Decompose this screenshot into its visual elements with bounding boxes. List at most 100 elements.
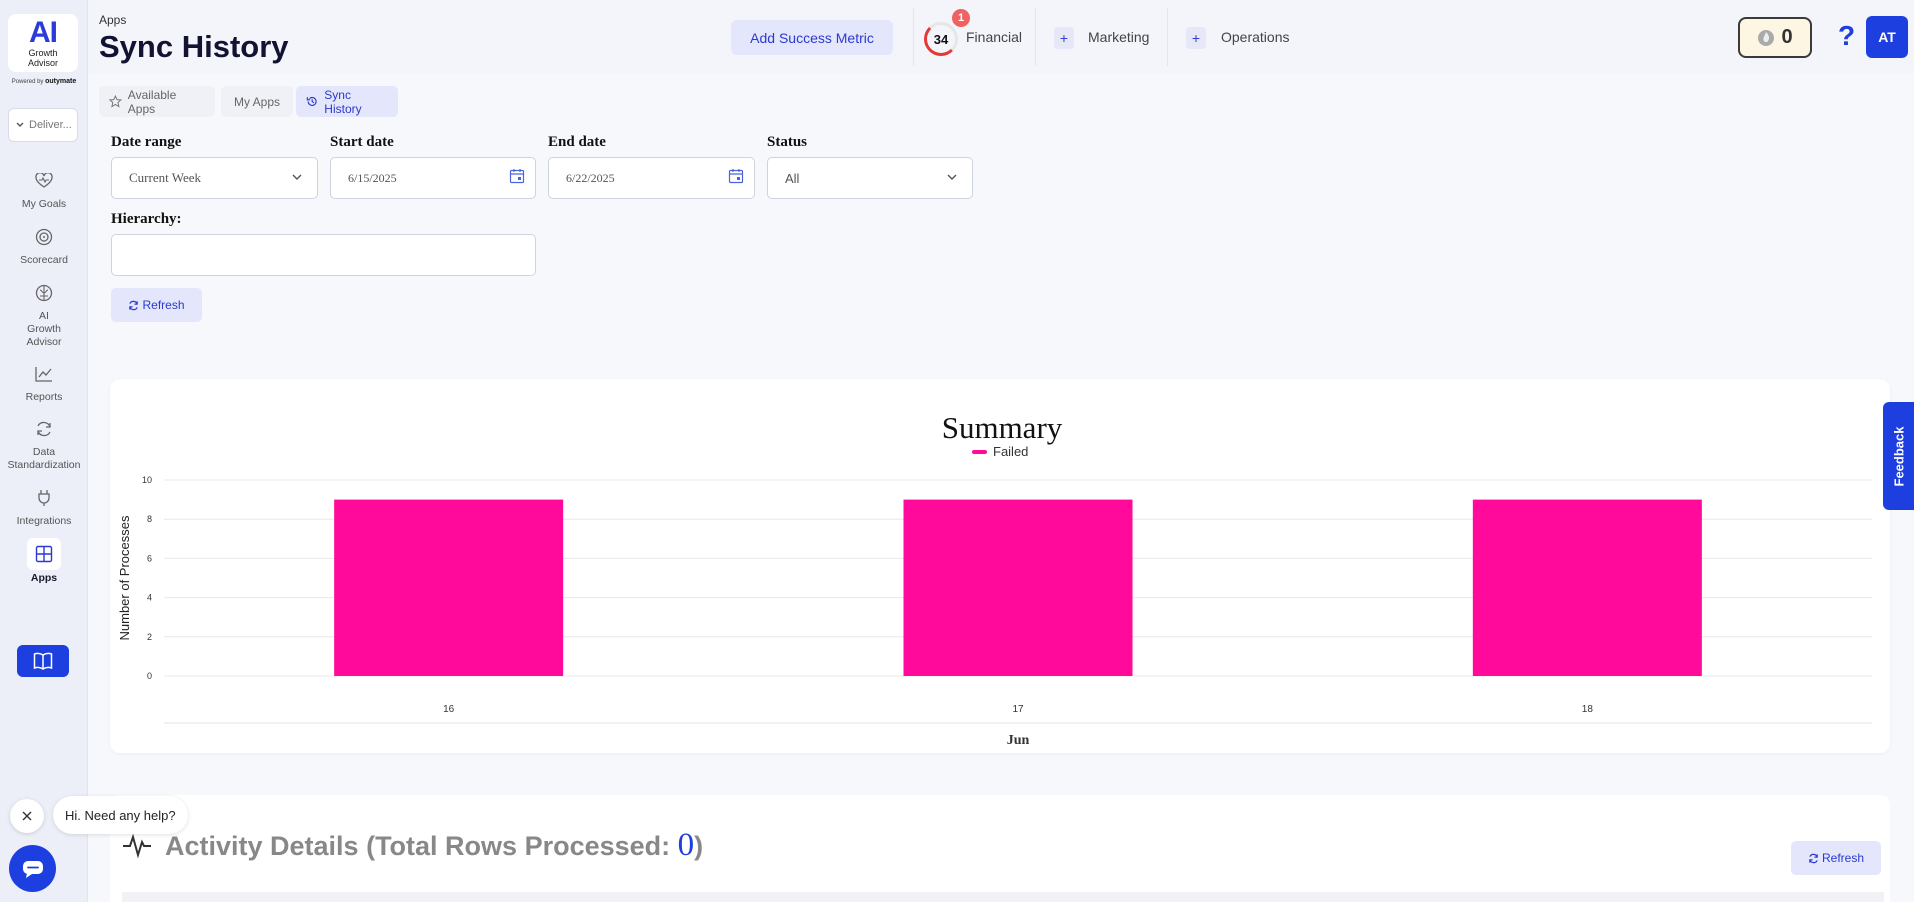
- chat-prompt-bubble[interactable]: Hi. Need any help?: [53, 796, 188, 834]
- financial-score-ring[interactable]: 34: [924, 22, 958, 56]
- sidebar: AI Growth Advisor Powered by outymate De…: [0, 0, 88, 902]
- end-date-input[interactable]: 6/22/2025: [548, 157, 755, 199]
- chat-icon: [22, 860, 43, 878]
- chevron-down-icon: [947, 174, 957, 180]
- activity-details-card: [110, 795, 1890, 902]
- sidebar-label-scorecard: Scorecard: [20, 254, 68, 266]
- logo-sub-2: Advisor: [27, 58, 58, 68]
- sidebar-label-my-goals: My Goals: [21, 198, 67, 210]
- start-date-input[interactable]: 6/15/2025: [330, 157, 536, 199]
- streak-count: 0: [1781, 26, 1793, 48]
- operations-label[interactable]: Operations: [1221, 29, 1290, 45]
- top-header: Apps Sync History Add Success Metric 34 …: [88, 0, 1914, 74]
- start-date-label: Start date: [330, 134, 394, 150]
- summary-bar-chart: 0 2 4 6 8 10 Number of Processes 16 17 18 Jun: [117, 475, 1872, 748]
- chart-legend[interactable]: Failed: [972, 444, 1028, 459]
- calendar-icon[interactable]: [509, 168, 525, 184]
- date-range-value: Current Week: [129, 170, 201, 185]
- app-logo[interactable]: AI Growth Advisor: [8, 14, 78, 72]
- flame-icon: [1758, 29, 1775, 46]
- header-divider: [1167, 8, 1168, 66]
- sync-icon: [27, 414, 61, 444]
- status-value: All: [785, 170, 800, 186]
- status-label: Status: [767, 134, 808, 150]
- feedback-label: Feedback: [1891, 426, 1907, 486]
- start-date-value: 6/15/2025: [348, 170, 397, 185]
- powered-by: Powered by outymate: [8, 78, 80, 85]
- activity-pulse-icon: [123, 833, 151, 859]
- financial-label[interactable]: Financial: [966, 29, 1023, 45]
- operations-add-icon[interactable]: +: [1186, 27, 1206, 49]
- chat-close-button[interactable]: [10, 799, 44, 833]
- refresh-icon: [1809, 853, 1818, 863]
- feedback-tab[interactable]: Feedback: [1883, 402, 1914, 510]
- tab-available-apps[interactable]: Available Apps: [99, 86, 215, 117]
- chat-launcher-button[interactable]: [9, 845, 56, 892]
- sidebar-item-reports[interactable]: Reports: [0, 359, 88, 403]
- sidebar-item-ai-growth-advisor[interactable]: AI Growth Advisor: [0, 278, 88, 349]
- sidebar-item-data-standardization[interactable]: Data Standardization: [0, 414, 88, 472]
- bar-failed-17: [903, 499, 1133, 676]
- sidebar-item-integrations[interactable]: Integrations: [0, 483, 88, 527]
- activity-title-suffix: ): [694, 831, 704, 861]
- chart-title: Summary: [941, 410, 1063, 445]
- brain-icon: [27, 278, 61, 308]
- refresh-label: Refresh: [142, 298, 185, 312]
- help-icon[interactable]: ?: [1838, 20, 1856, 51]
- activity-refresh-button[interactable]: Refresh: [1791, 841, 1881, 875]
- tab-my-apps[interactable]: My Apps: [221, 86, 293, 117]
- activity-title-prefix: Activity Details (Total Rows Processed:: [165, 831, 678, 861]
- breadcrumb[interactable]: Apps: [99, 13, 127, 27]
- y-tick-label: 8: [147, 514, 152, 524]
- grid-icon: [27, 538, 61, 570]
- book-icon: [33, 652, 53, 670]
- tab-label: Sync History: [324, 87, 362, 116]
- calendar-icon[interactable]: [728, 168, 744, 184]
- end-date-label: End date: [548, 134, 606, 150]
- sidebar-item-scorecard[interactable]: Scorecard: [0, 222, 88, 266]
- target-icon: [27, 222, 61, 252]
- add-success-metric-button[interactable]: Add Success Metric: [731, 20, 893, 55]
- status-select[interactable]: All: [767, 157, 973, 199]
- org-selector[interactable]: Deliver...: [8, 108, 78, 142]
- sidebar-item-apps[interactable]: Apps: [0, 538, 88, 584]
- hierarchy-input[interactable]: [111, 234, 536, 276]
- legend-label-failed: Failed: [993, 444, 1029, 459]
- refresh-icon: [129, 300, 139, 310]
- y-axis-label: Number of Processes: [117, 515, 132, 640]
- x-tick-label: 18: [1582, 704, 1594, 715]
- bar-failed-16: [334, 499, 564, 676]
- activity-refresh-label: Refresh: [1821, 851, 1865, 865]
- y-tick-label: 10: [142, 475, 152, 485]
- sidebar-label-data-standardization: Data Standardization: [7, 446, 81, 471]
- header-divider: [913, 8, 914, 66]
- x-tick-label: 17: [1012, 704, 1024, 715]
- chevron-down-icon: [292, 174, 302, 180]
- chevron-down-icon: [16, 122, 24, 127]
- marketing-add-icon[interactable]: +: [1054, 27, 1074, 49]
- history-icon: [306, 96, 317, 106]
- tab-sync-history[interactable]: Sync History: [296, 86, 398, 117]
- date-range-label: Date range: [111, 134, 182, 150]
- marketing-label[interactable]: Marketing: [1088, 29, 1150, 45]
- y-tick-label: 6: [147, 553, 152, 563]
- plug-icon: [27, 483, 61, 513]
- bar-failed-18: [1472, 499, 1702, 676]
- x-axis-label: Jun: [1007, 733, 1030, 748]
- score-notification-badge: 1: [952, 9, 970, 27]
- streak-counter[interactable]: 0: [1738, 17, 1812, 58]
- guide-book-button[interactable]: [17, 645, 69, 677]
- user-avatar[interactable]: AT: [1866, 16, 1908, 58]
- sidebar-item-my-goals[interactable]: My Goals: [0, 166, 88, 210]
- activity-table-header: [122, 892, 1884, 902]
- y-tick-label: 2: [147, 632, 152, 642]
- end-date-value: 6/22/2025: [566, 170, 615, 185]
- logo-text: AI: [29, 16, 58, 49]
- line-chart-icon: [27, 359, 61, 389]
- powered-prefix: Powered by: [11, 79, 44, 85]
- hierarchy-label: Hierarchy:: [111, 211, 182, 227]
- sidebar-label-ai-growth-advisor: AI Growth Advisor: [26, 310, 62, 348]
- date-range-select[interactable]: Current Week: [111, 157, 318, 199]
- refresh-button[interactable]: Refresh: [111, 288, 202, 322]
- org-selector-value: Deliver...: [29, 119, 72, 131]
